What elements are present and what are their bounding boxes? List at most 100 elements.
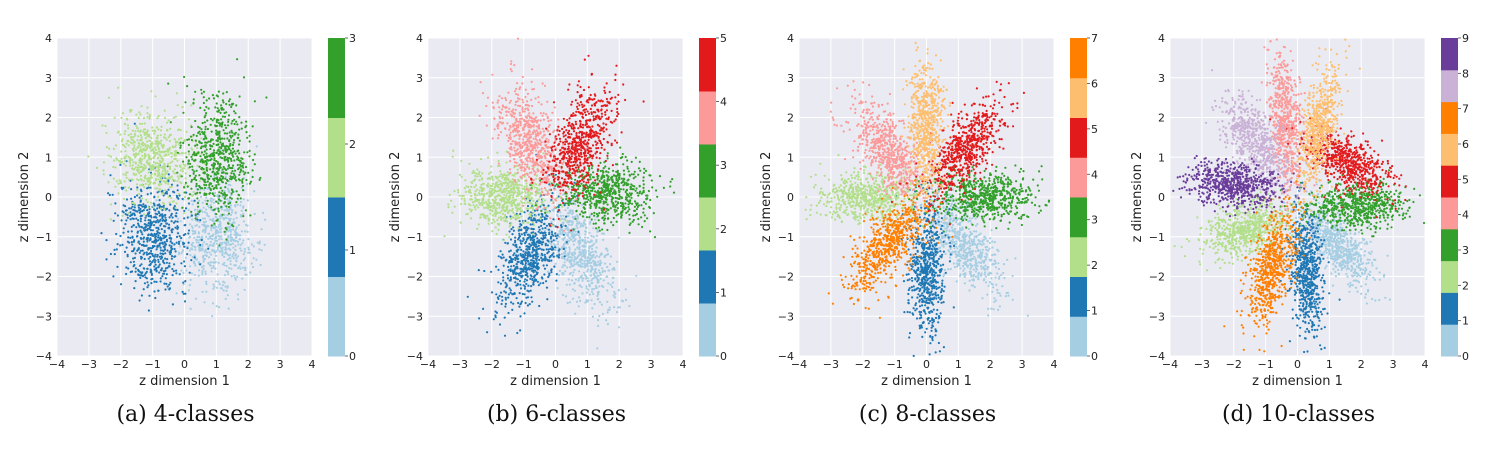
point xyxy=(554,239,557,242)
point xyxy=(226,207,229,210)
point xyxy=(130,241,133,244)
point xyxy=(144,272,147,275)
point xyxy=(216,130,219,133)
point xyxy=(628,304,631,308)
point xyxy=(518,274,521,277)
point xyxy=(541,277,544,280)
point xyxy=(150,201,153,204)
point xyxy=(163,133,166,136)
point xyxy=(463,197,466,200)
point xyxy=(171,247,174,250)
point xyxy=(538,304,541,308)
point xyxy=(202,138,205,141)
point xyxy=(505,233,508,236)
point xyxy=(161,175,164,178)
point xyxy=(157,234,160,237)
point xyxy=(181,106,184,109)
point xyxy=(109,218,112,221)
point xyxy=(508,209,511,212)
point xyxy=(574,190,578,193)
point xyxy=(120,150,123,153)
point xyxy=(102,173,105,176)
point xyxy=(139,249,142,252)
point xyxy=(180,262,183,265)
point xyxy=(501,253,504,256)
point xyxy=(530,285,533,288)
point xyxy=(206,187,209,190)
point xyxy=(536,255,539,258)
point xyxy=(177,232,180,235)
point xyxy=(525,225,528,229)
point xyxy=(535,177,538,180)
point xyxy=(216,273,219,276)
point xyxy=(612,224,615,227)
point xyxy=(467,203,471,206)
point xyxy=(219,151,222,154)
point xyxy=(516,191,519,195)
point xyxy=(561,238,564,241)
point xyxy=(577,234,580,237)
point xyxy=(536,280,539,283)
point xyxy=(216,149,219,152)
point xyxy=(591,256,594,259)
point xyxy=(180,182,183,185)
point xyxy=(164,192,167,195)
point xyxy=(191,218,194,221)
point xyxy=(506,182,509,185)
point xyxy=(588,175,592,178)
point xyxy=(214,106,217,109)
point xyxy=(509,276,512,279)
point xyxy=(489,208,492,211)
point xyxy=(137,129,140,132)
point xyxy=(147,154,150,157)
point xyxy=(217,90,220,93)
point xyxy=(550,271,553,274)
point xyxy=(571,231,574,234)
point xyxy=(500,257,503,260)
point xyxy=(232,225,235,228)
point xyxy=(457,191,460,194)
point xyxy=(582,245,585,248)
point xyxy=(166,162,170,165)
point xyxy=(160,139,163,142)
point xyxy=(551,209,554,212)
point xyxy=(506,274,509,277)
point xyxy=(531,236,534,240)
point xyxy=(243,266,246,269)
point xyxy=(163,109,166,112)
point xyxy=(554,232,557,235)
point xyxy=(495,265,498,268)
point xyxy=(531,254,534,258)
point xyxy=(471,171,474,174)
point xyxy=(528,193,531,196)
point xyxy=(242,220,245,223)
point xyxy=(142,253,145,256)
points xyxy=(87,58,268,318)
point xyxy=(515,212,518,216)
point xyxy=(492,204,495,207)
point xyxy=(194,174,197,177)
point xyxy=(515,277,518,280)
point xyxy=(181,206,184,209)
point xyxy=(570,223,574,226)
point xyxy=(129,109,132,112)
point xyxy=(149,229,153,232)
point xyxy=(572,243,575,246)
point xyxy=(242,162,245,165)
point xyxy=(161,234,165,237)
point xyxy=(540,256,543,259)
point xyxy=(201,290,204,293)
point xyxy=(140,136,143,139)
point xyxy=(573,235,576,238)
point xyxy=(600,303,603,306)
point xyxy=(494,200,497,203)
point xyxy=(209,197,212,200)
point xyxy=(226,156,229,160)
point xyxy=(190,155,193,158)
point xyxy=(202,90,206,93)
point xyxy=(572,202,575,205)
point xyxy=(170,255,174,258)
point xyxy=(573,256,576,259)
